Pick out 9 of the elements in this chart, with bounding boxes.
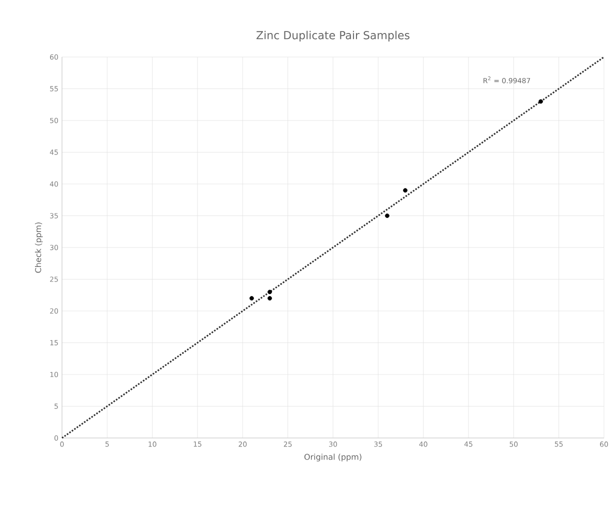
- point: [403, 188, 408, 193]
- point: [250, 296, 254, 300]
- point: [268, 290, 272, 294]
- chart-title: Zinc Duplicate Pair Samples: [256, 30, 410, 42]
- x-axis-title: Original (ppm): [304, 454, 362, 462]
- point: [538, 99, 543, 104]
- y-axis-title: Check (ppm): [34, 222, 43, 273]
- point: [268, 296, 272, 300]
- point: [384, 214, 390, 218]
